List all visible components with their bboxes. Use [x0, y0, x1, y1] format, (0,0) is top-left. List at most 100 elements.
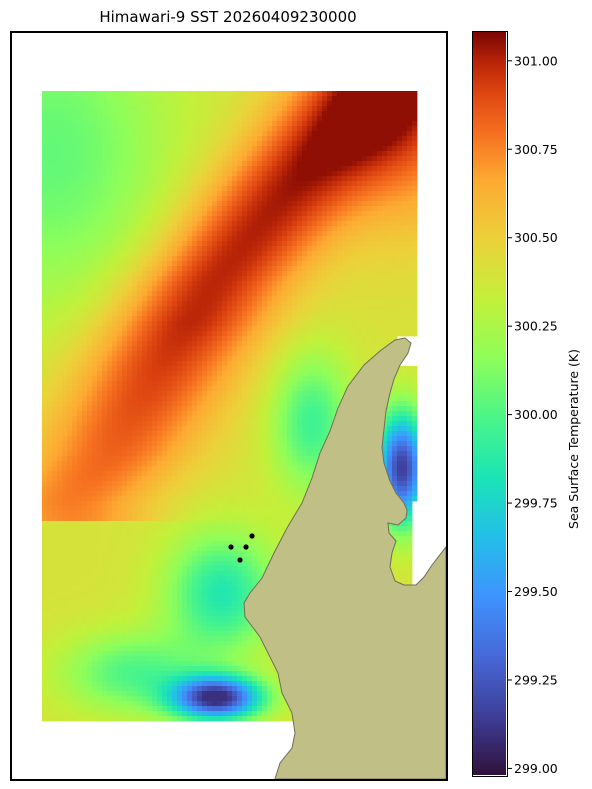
sst-cell [242, 96, 248, 102]
sst-cell [47, 276, 53, 282]
sst-cell [252, 106, 258, 112]
sst-cell [52, 171, 58, 177]
sst-cell [192, 301, 198, 307]
sst-cell [252, 121, 258, 127]
sst-cell [202, 251, 208, 257]
sst-cell [77, 391, 83, 397]
sst-cell [297, 241, 303, 247]
sst-cell [167, 341, 173, 347]
sst-cell [182, 236, 188, 242]
sst-cell [107, 276, 113, 282]
sst-cell [147, 116, 153, 122]
sst-cell [342, 191, 348, 197]
sst-cell [172, 416, 178, 422]
sst-cell [142, 326, 148, 332]
sst-cell [42, 161, 48, 167]
sst-cell [122, 341, 128, 347]
sst-cell [387, 406, 393, 412]
sst-cell [57, 356, 63, 362]
sst-cell [177, 276, 183, 282]
sst-cell [77, 96, 83, 102]
sst-cell [357, 251, 363, 257]
sst-cell [97, 296, 103, 302]
sst-cell [127, 356, 133, 362]
sst-cell [62, 296, 68, 302]
sst-cell [117, 166, 123, 172]
sst-cell [187, 201, 193, 207]
sst-cell [367, 176, 373, 182]
sst-cell [407, 141, 413, 147]
sst-cell [317, 251, 323, 257]
sst-cell [87, 311, 93, 317]
sst-cell [307, 111, 313, 117]
sst-cell [332, 96, 338, 102]
sst-cell [412, 176, 418, 182]
sst-cell [127, 361, 133, 367]
sst-cell [232, 161, 238, 167]
sst-cell [47, 271, 53, 277]
sst-cell [227, 331, 233, 337]
sst-cell [192, 376, 198, 382]
sst-cell [362, 206, 368, 212]
sst-cell [397, 126, 403, 132]
sst-cell [242, 201, 248, 207]
sst-cell [267, 181, 273, 187]
sst-cell [272, 141, 278, 147]
sst-cell [162, 136, 168, 142]
sst-cell [57, 201, 63, 207]
sst-cell [102, 286, 108, 292]
sst-cell [177, 191, 183, 197]
sst-cell [87, 421, 93, 427]
sst-cell [187, 376, 193, 382]
sst-cell [337, 341, 343, 347]
sst-cell [282, 376, 288, 382]
sst-cell [67, 356, 73, 362]
sst-cell [47, 251, 53, 257]
sst-cell [342, 206, 348, 212]
sst-cell [237, 286, 243, 292]
sst-cell [132, 181, 138, 187]
sst-cell [237, 186, 243, 192]
sst-cell [172, 141, 178, 147]
sst-cell [327, 121, 333, 127]
sst-cell [157, 321, 163, 327]
sst-cell [352, 126, 358, 132]
sst-cell [292, 141, 298, 147]
sst-cell [82, 126, 88, 132]
sst-cell [212, 311, 218, 317]
sst-cell [362, 211, 368, 217]
sst-cell [342, 126, 348, 132]
sst-cell [252, 271, 258, 277]
sst-cell [282, 186, 288, 192]
sst-cell [177, 321, 183, 327]
sst-cell [367, 331, 373, 337]
sst-cell [377, 206, 383, 212]
sst-cell [247, 146, 253, 152]
sst-cell [322, 176, 328, 182]
sst-cell [137, 416, 143, 422]
sst-cell [187, 306, 193, 312]
sst-cell [152, 146, 158, 152]
sst-cell [377, 321, 383, 327]
sst-cell [217, 236, 223, 242]
sst-cell [267, 146, 273, 152]
sst-cell [237, 221, 243, 227]
sst-cell [107, 286, 113, 292]
sst-cell [267, 106, 273, 112]
sst-cell [412, 396, 418, 402]
sst-cell [267, 301, 273, 307]
sst-cell [177, 281, 183, 287]
sst-cell [167, 331, 173, 337]
sst-cell [297, 261, 303, 267]
sst-cell [92, 191, 98, 197]
sst-cell [127, 116, 133, 122]
sst-cell [132, 321, 138, 327]
sst-cell [52, 131, 58, 137]
sst-cell [342, 351, 348, 357]
sst-cell [137, 401, 143, 407]
sst-cell [357, 351, 363, 357]
sst-cell [287, 196, 293, 202]
sst-cell [247, 156, 253, 162]
sst-cell [177, 246, 183, 252]
sst-cell [82, 211, 88, 217]
